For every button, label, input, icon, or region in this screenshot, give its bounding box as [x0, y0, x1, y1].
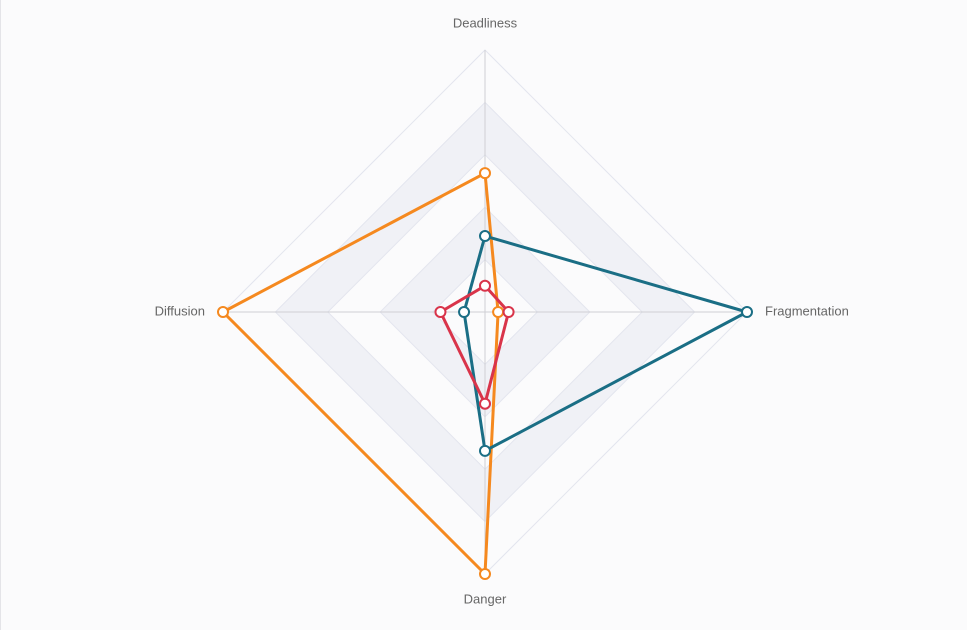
series-point	[479, 167, 491, 180]
series-point	[479, 568, 491, 580]
series-point	[458, 306, 471, 318]
series-point	[434, 306, 447, 318]
series-point	[217, 306, 229, 318]
series-point	[479, 397, 491, 410]
series-point	[492, 306, 505, 318]
series-point	[502, 306, 515, 318]
indicator-label: Fragmentation	[765, 303, 849, 318]
indicator-label: Deadliness	[453, 15, 518, 30]
series-point	[741, 306, 753, 318]
series-point	[479, 444, 491, 457]
indicator-label: Danger	[464, 591, 507, 606]
indicator-label: Diffusion	[155, 303, 205, 318]
series-point	[479, 230, 491, 243]
series-point	[479, 279, 491, 292]
